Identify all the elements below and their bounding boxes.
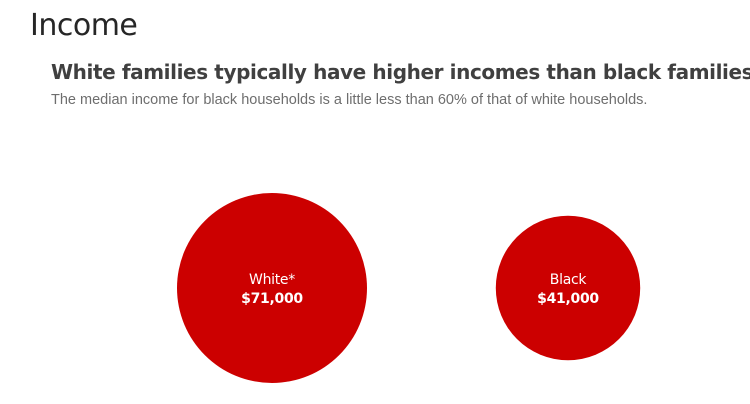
bubble-black — [495, 215, 641, 361]
bubble-label-black: Black — [550, 272, 588, 288]
bubble-white — [177, 193, 367, 383]
bubble-value-white: $71,000 — [241, 291, 303, 307]
bubble-value-black: $41,000 — [537, 291, 599, 307]
chart-title: White families typically have higher inc… — [51, 60, 750, 84]
bubble-group-white: White* $71,000 — [177, 193, 367, 383]
section-title: Income — [30, 8, 138, 43]
chart-subtitle: The median income for black households i… — [51, 92, 648, 108]
bubble-label-white: White* — [249, 272, 295, 288]
bubble-group-black: Black $41,000 — [495, 215, 641, 361]
